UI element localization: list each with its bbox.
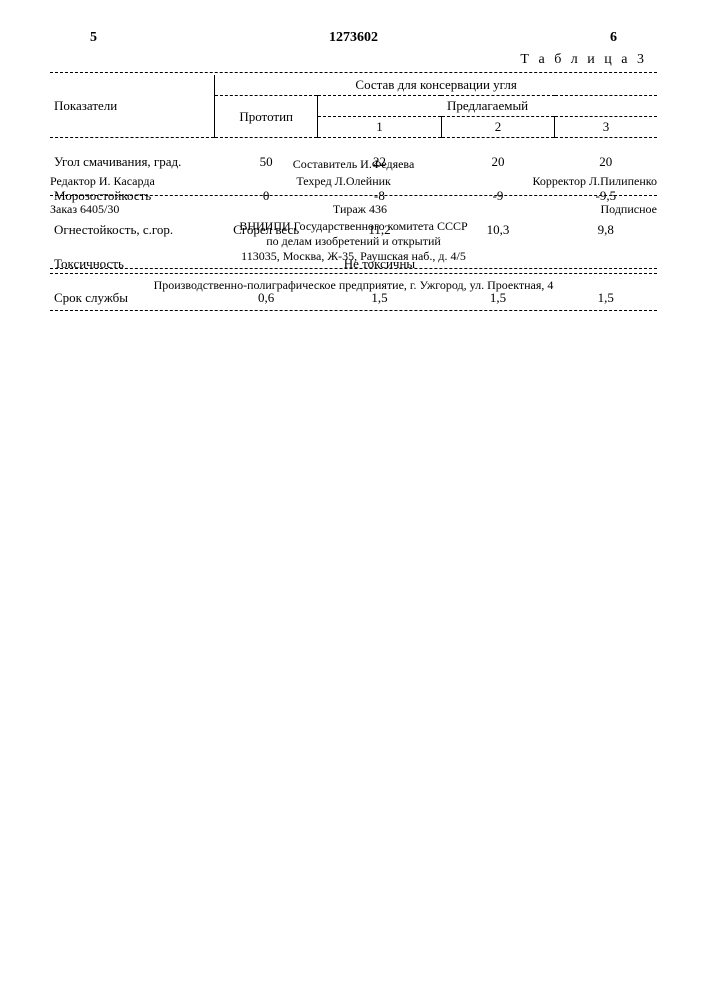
footer-address1: 113035, Москва, Ж-35, Раушская наб., д. … (50, 249, 657, 264)
col-header-1: 1 (318, 117, 442, 138)
footer-block: Составитель И.Федяева Редактор И. Касард… (50, 157, 657, 293)
table-top-border (50, 72, 657, 73)
footer-address2: Производственно-полиграфическое предприя… (50, 278, 657, 293)
col-header-proposed: Предлагаемый (318, 96, 657, 117)
patent-number: 1273602 (329, 30, 378, 46)
footer-corrector: Корректор Л.Пилипенко (532, 174, 657, 189)
table-bottom-border (50, 310, 657, 311)
col-header-2: 2 (441, 117, 554, 138)
col-header-prototype: Прототип (215, 96, 318, 138)
footer-org1: ВНИИПИ Государственного комитета СССР (50, 219, 657, 234)
col-header-3: 3 (555, 117, 657, 138)
page-header: 5 1273602 6 (50, 30, 657, 46)
table-caption: Т а б л и ц а 3 (50, 52, 657, 68)
footer-org2: по делам изобретений и открытий (50, 234, 657, 249)
page-right-num: 6 (610, 30, 617, 46)
col-header-main: Состав для консервации угля (215, 75, 657, 96)
page-left-num: 5 (90, 30, 97, 46)
col-header-indicators: Показатели (50, 75, 215, 138)
footer-editor: Редактор И. Касарда (50, 174, 155, 189)
footer-order: Заказ 6405/30 (50, 202, 119, 217)
footer-techred: Техред Л.Олейник (296, 174, 391, 189)
footer-subscription: Подписное (601, 202, 658, 217)
footer-compiler: Составитель И.Федяева (50, 157, 657, 172)
footer-tirage: Тираж 436 (333, 202, 387, 217)
